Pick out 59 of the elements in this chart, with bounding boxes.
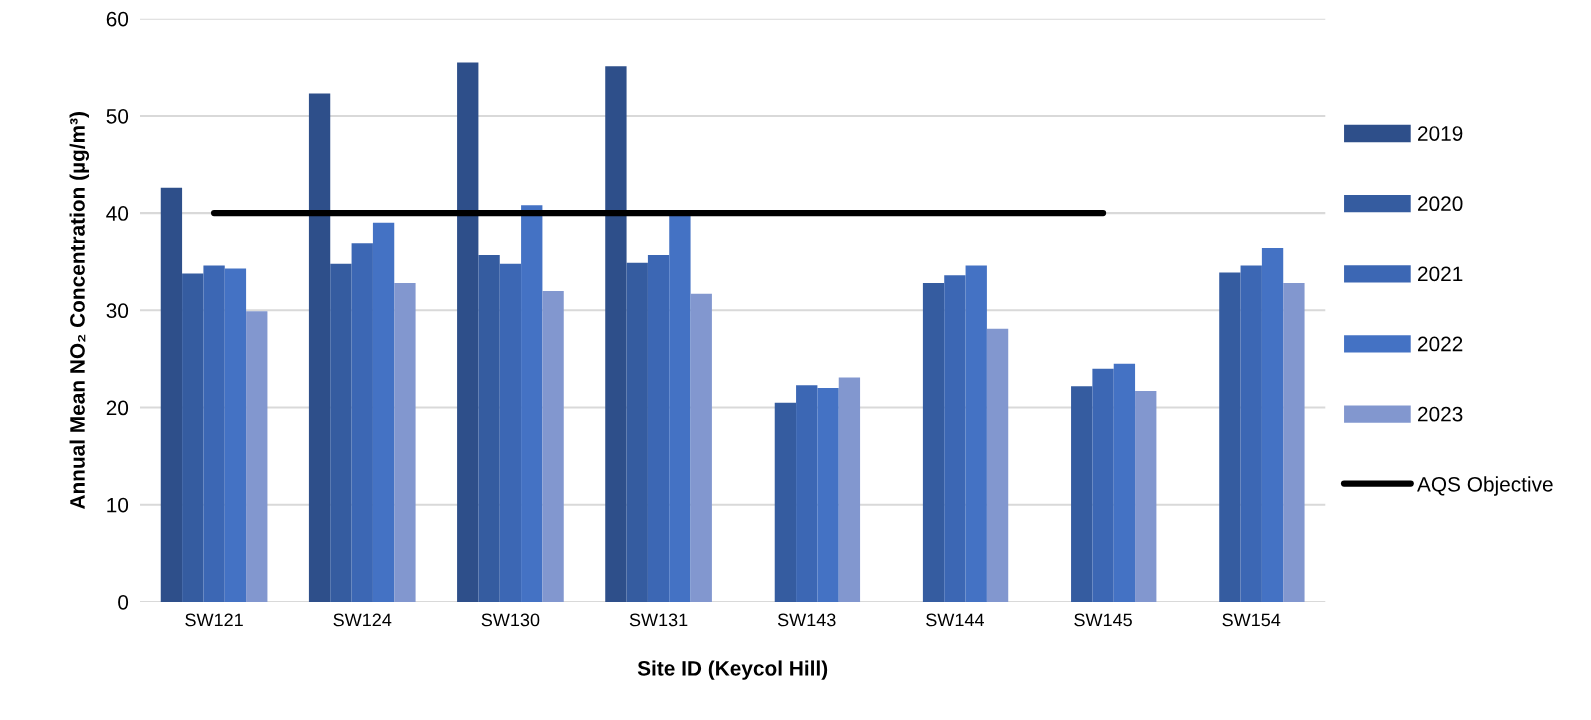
x-tick-label: SW130	[481, 613, 540, 627]
bar	[478, 254, 500, 602]
bar	[246, 311, 268, 602]
bar	[308, 93, 331, 602]
x-tick-label: SW121	[185, 613, 243, 627]
legend-label: 2020	[1418, 196, 1463, 212]
x-tick-label: SW154	[1222, 613, 1281, 627]
bar	[1283, 283, 1305, 602]
bar	[986, 328, 1009, 602]
bar	[796, 385, 818, 602]
legend-label: 2021	[1418, 266, 1463, 282]
bar	[330, 263, 352, 602]
bar	[944, 275, 966, 602]
bar	[1240, 265, 1262, 602]
bar	[647, 254, 670, 602]
bar	[1113, 363, 1136, 602]
bar	[499, 263, 522, 602]
bar	[669, 216, 691, 602]
bar	[224, 268, 247, 602]
legend-label: AQS Objective	[1417, 476, 1553, 496]
bar	[965, 265, 987, 602]
x-tick-label: SW124	[333, 613, 392, 627]
bar	[394, 283, 416, 602]
bar	[774, 402, 797, 602]
bar	[1135, 391, 1157, 602]
bar	[817, 388, 839, 602]
bar	[457, 62, 479, 602]
bar	[1092, 368, 1114, 602]
x-tick-label: SW143	[777, 613, 836, 627]
y-axis-title: Annual Mean NO₂ Concentration (µg/m³)	[69, 112, 90, 510]
y-tick-label: 0	[118, 594, 129, 610]
bar	[203, 265, 225, 602]
bar	[626, 262, 648, 602]
y-tick-label: 60	[106, 11, 129, 27]
legend-label: 2019	[1418, 126, 1463, 141]
y-tick-label: 30	[106, 303, 129, 319]
bar	[372, 222, 395, 602]
x-tick-label: SW131	[629, 613, 688, 627]
bar	[1261, 248, 1284, 602]
bar	[838, 377, 861, 602]
y-tick-label: 40	[106, 206, 129, 221]
bar	[542, 290, 564, 602]
bar	[605, 66, 627, 602]
bar	[160, 187, 183, 602]
bar	[182, 273, 204, 602]
bar	[922, 283, 945, 602]
x-tick-label: SW144	[926, 613, 984, 627]
bar	[521, 205, 543, 602]
x-tick-label: SW145	[1074, 613, 1132, 627]
bar	[1071, 386, 1093, 602]
bar	[351, 243, 373, 602]
y-tick-label: 20	[106, 400, 129, 416]
bar	[1219, 272, 1241, 602]
x-axis-title: Site ID (Keycol Hill)	[637, 660, 828, 680]
legend-label: 2023	[1418, 406, 1463, 422]
y-tick-label: 50	[106, 108, 129, 124]
bar	[690, 293, 712, 602]
legend-label: 2022	[1418, 336, 1463, 352]
y-tick-label: 10	[107, 497, 129, 513]
